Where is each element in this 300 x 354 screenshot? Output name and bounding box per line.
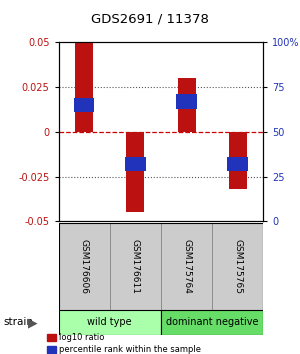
Text: wild type: wild type bbox=[87, 318, 132, 327]
Bar bbox=[161, 310, 263, 335]
Text: log10 ratio: log10 ratio bbox=[59, 333, 104, 342]
Bar bbox=[176, 94, 197, 109]
Bar bbox=[126, 132, 144, 212]
Bar bbox=[58, 310, 161, 335]
Bar bbox=[178, 78, 196, 132]
Text: ▶: ▶ bbox=[28, 316, 37, 329]
Text: GDS2691 / 11378: GDS2691 / 11378 bbox=[91, 12, 209, 25]
Bar bbox=[161, 223, 212, 310]
Text: GSM176611: GSM176611 bbox=[131, 239, 140, 294]
Bar bbox=[125, 157, 146, 171]
Text: strain: strain bbox=[3, 318, 33, 327]
Text: GSM175765: GSM175765 bbox=[233, 239, 242, 294]
Text: dominant negative: dominant negative bbox=[166, 318, 258, 327]
Bar bbox=[212, 223, 263, 310]
Text: percentile rank within the sample: percentile rank within the sample bbox=[59, 344, 201, 354]
Bar bbox=[58, 223, 110, 310]
Bar bbox=[227, 157, 248, 171]
Text: GSM176606: GSM176606 bbox=[80, 239, 88, 294]
Bar bbox=[229, 132, 247, 189]
Bar bbox=[74, 98, 94, 112]
Bar bbox=[110, 223, 161, 310]
Bar bbox=[75, 42, 93, 132]
Text: GSM175764: GSM175764 bbox=[182, 239, 191, 294]
